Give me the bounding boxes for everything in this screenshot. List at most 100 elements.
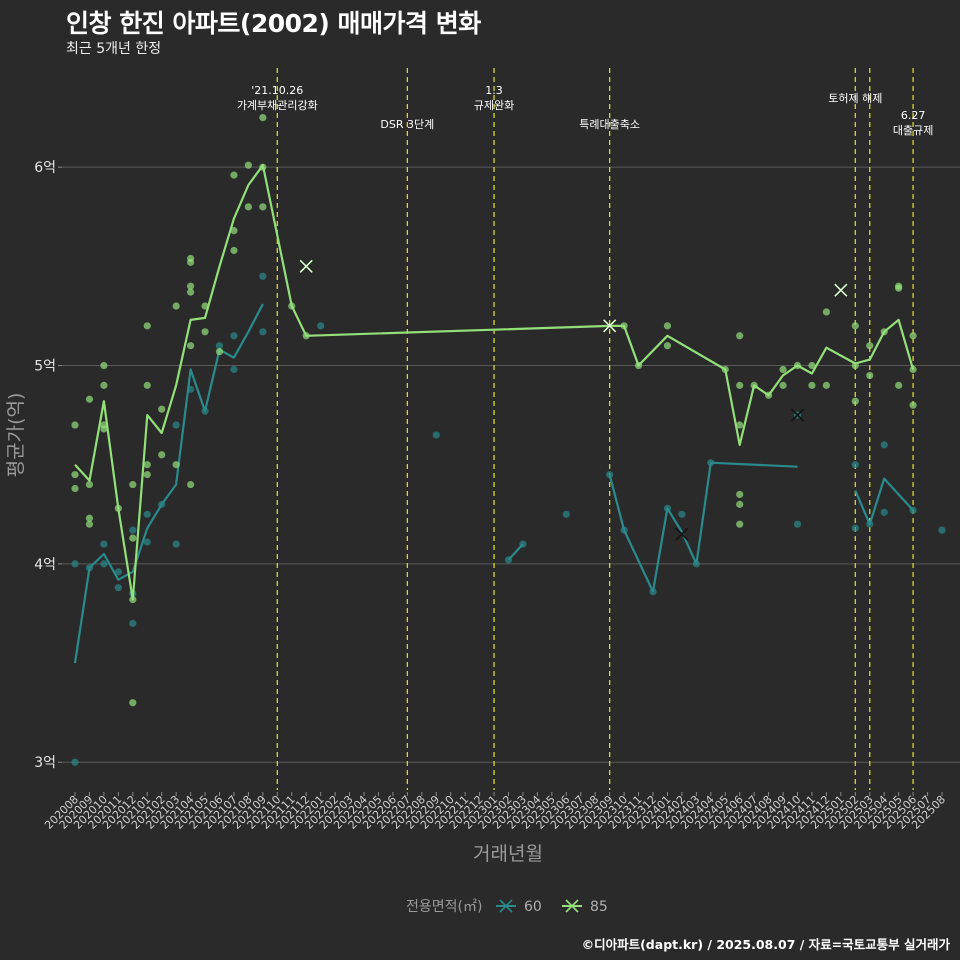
series-60-point	[71, 560, 79, 568]
series-85-point	[851, 322, 859, 330]
legend-key-60-marker	[499, 899, 513, 913]
series-85-point	[143, 381, 151, 389]
series-60-point	[938, 526, 946, 534]
series-85-point	[736, 332, 744, 340]
series-60-point	[100, 560, 108, 568]
series-60-point	[880, 508, 888, 516]
series-85-point	[158, 451, 166, 459]
series-85-point	[736, 490, 744, 499]
series-85-point	[143, 471, 151, 479]
series-85-point	[172, 461, 180, 469]
series-85-point	[663, 322, 672, 330]
event-label: 규제완화	[474, 99, 514, 112]
series-85-point	[187, 288, 195, 296]
series-85-point	[187, 342, 195, 350]
series-85-point	[736, 421, 744, 429]
series-85-point	[779, 365, 787, 374]
series-85-point	[71, 484, 79, 493]
series-85-point	[85, 514, 94, 522]
series-85-point	[215, 348, 224, 356]
series-85-x-marker-highlight	[834, 283, 848, 297]
series-60-line	[854, 477, 914, 526]
series-85-point	[663, 342, 672, 350]
series-60-point	[172, 540, 180, 548]
series-85-point	[895, 284, 903, 292]
chart-title: 인창 한진 아파트(2002) 매매가격 변화	[66, 9, 481, 38]
series-85-point	[822, 381, 831, 389]
series-85-point	[100, 381, 108, 389]
series-60-point	[143, 510, 151, 518]
series-85-point	[100, 361, 108, 370]
legend-title: 전용면적(㎡)	[406, 899, 482, 915]
series-85-point	[143, 461, 151, 469]
series-60-point	[143, 538, 151, 546]
series-60-point	[259, 272, 267, 280]
series-85-point	[100, 425, 108, 433]
series-60-point	[880, 441, 888, 449]
series-85-point	[736, 520, 744, 528]
series-60-point	[114, 584, 122, 592]
series-60-point	[129, 619, 137, 627]
event-label: DSR 3단계	[380, 118, 434, 131]
event-label: 가계부채관리강화	[237, 99, 318, 112]
y-axis-title: 평균가(억)	[5, 393, 27, 478]
series-85-point	[201, 328, 209, 336]
series-60-x-marker	[790, 408, 805, 422]
series-85-point	[129, 480, 137, 489]
series-85-point	[244, 203, 252, 211]
series-85-point	[71, 421, 79, 429]
series-60-line	[73, 303, 264, 664]
series-60-point	[562, 510, 570, 518]
series-85-x-marker-highlight	[603, 319, 617, 333]
series-85-point	[736, 500, 744, 508]
event-label: 6.27	[901, 109, 926, 122]
series-85-point	[259, 113, 267, 122]
series-85-point	[909, 401, 917, 409]
series-60-line	[608, 461, 798, 593]
series-85-point	[230, 246, 238, 255]
series-60-point	[851, 524, 859, 532]
series-85-x-marker-highlight	[299, 259, 313, 273]
series-60-point	[432, 431, 440, 439]
series-85-point	[129, 699, 137, 707]
series-85-point	[129, 534, 137, 542]
series-60-point	[114, 568, 122, 576]
series-60-point	[851, 461, 859, 469]
series-85-point	[909, 332, 917, 340]
series-85-point	[736, 381, 744, 389]
legend: 전용면적(㎡) 60 85	[406, 899, 608, 915]
series-60-point	[317, 322, 325, 330]
x-axis-title: 거래년월	[473, 843, 543, 865]
source-caption: ©디아파트(dapt.kr) / 2025.08.07 / 자료=국토교통부 실…	[581, 937, 950, 952]
y-tick-label: 5억	[34, 359, 56, 375]
event-label: 토허제 해제	[828, 91, 882, 105]
event-label: 특례대출축소	[579, 118, 640, 131]
series-85-point	[808, 361, 816, 370]
series-60-point	[259, 328, 267, 336]
y-axis: 3억 4억 5억 6억	[34, 160, 62, 771]
series-85-point	[187, 282, 195, 290]
legend-label-60: 60	[524, 899, 542, 915]
series-60-point	[230, 365, 238, 374]
event-label: 대출규제	[893, 124, 933, 137]
series-85-point	[85, 480, 94, 489]
series-85-point	[230, 227, 238, 235]
x-axis: 2020082020092020102020112020122021012021…	[42, 792, 948, 832]
legend-key-85-marker	[565, 899, 579, 913]
gridlines	[62, 166, 960, 763]
series-85-point	[895, 381, 903, 389]
y-tick-label: 3억	[34, 755, 56, 771]
event-label: 1.3	[485, 84, 503, 97]
series-85-point	[259, 203, 267, 211]
event-label: '21.10.26	[251, 84, 303, 97]
series-60-point	[793, 520, 802, 528]
series-60-point	[230, 332, 238, 340]
series-60-point	[678, 510, 686, 518]
series-layer	[71, 113, 946, 766]
series-85-point	[244, 161, 252, 169]
series-85-point	[172, 302, 180, 310]
series-85-point	[779, 381, 787, 389]
y-tick-label: 4억	[34, 557, 56, 573]
